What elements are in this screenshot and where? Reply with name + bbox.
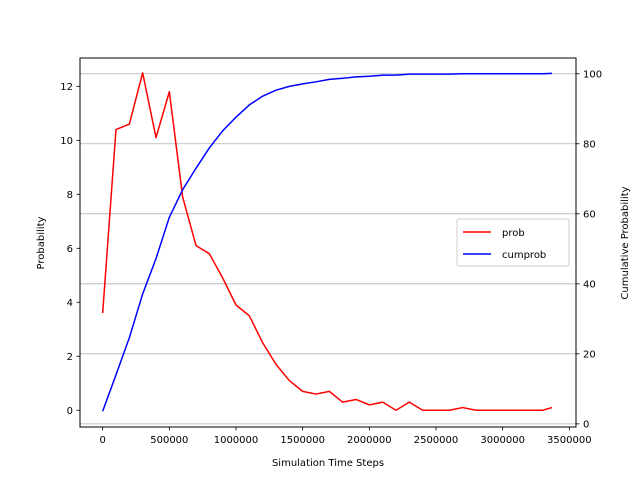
y-right-tick-label: 0 [583,419,589,430]
x-tick-label: 2000000 [347,435,392,446]
series-lines [101,72,553,412]
y-right-tick-label: 100 [583,69,602,80]
y-left-tick-label: 10 [60,136,73,147]
x-tick-label: 3500000 [547,435,592,446]
y-right-tick-label: 80 [583,139,596,150]
y-left-tick-label: 8 [67,190,73,201]
x-axis-label: Simulation Time Steps [272,458,384,469]
x-tick-label: 1000000 [214,435,259,446]
y-axis-right-label: Cumulative Probability [620,186,631,299]
y-left-tick-label: 12 [60,82,73,93]
x-tick-label: 2500000 [414,435,459,446]
legend-label-prob: prob [502,228,525,239]
x-tick-label: 1500000 [280,435,325,446]
axis-ticks: 0 500000 1000000 1500000 2000000 2500000 30000… [60,69,602,446]
y-left-tick-label: 4 [67,298,73,309]
y-right-tick-label: 20 [583,349,596,360]
y-axis-left-label: Probability [36,216,47,269]
plot-frame [79,57,577,428]
y-right-tick-label: 40 [583,279,596,290]
x-tick-label: 0 [99,435,105,446]
y-right-tick-label: 60 [583,209,596,220]
y-left-tick-label: 6 [67,244,73,255]
legend: prob cumprob [456,218,570,267]
series-line-cumprob [101,72,553,412]
y-left-tick-label: 0 [67,406,73,417]
series-line-prob [101,72,553,412]
x-tick-label: 500000 [150,435,188,446]
y-left-tick-label: 2 [67,352,73,363]
x-tick-label: 3000000 [480,435,525,446]
legend-label-cumprob: cumprob [502,250,546,261]
